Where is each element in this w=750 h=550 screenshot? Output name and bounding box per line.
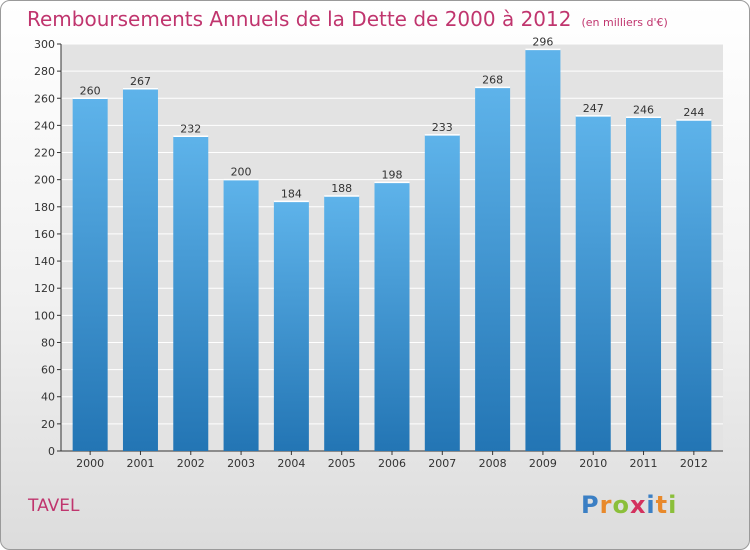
data-label: 267 (130, 75, 151, 88)
bar (72, 98, 108, 452)
data-label: 268 (482, 73, 503, 86)
y-tick-label: 0 (48, 445, 55, 458)
x-tick-label: 2001 (126, 457, 154, 470)
x-tick-label: 2008 (479, 457, 507, 470)
x-tick-label: 2010 (579, 457, 607, 470)
logo-letter: r (599, 491, 613, 519)
place-name: TAVEL (28, 496, 80, 516)
y-tick-label: 260 (34, 92, 55, 105)
bar (374, 182, 410, 451)
logo-letter: P (581, 491, 600, 519)
x-tick-label: 2007 (428, 457, 456, 470)
data-label: 296 (532, 35, 553, 48)
bar (676, 119, 712, 452)
y-tick-label: 40 (41, 391, 55, 404)
bar (424, 134, 460, 451)
data-label: 200 (231, 166, 252, 179)
logo-letter: t (655, 491, 669, 519)
data-label: 247 (583, 102, 604, 115)
y-tick-label: 180 (34, 201, 55, 214)
bar (324, 195, 360, 451)
bar (273, 201, 309, 451)
y-tick-label: 60 (41, 364, 55, 377)
data-label: 246 (633, 103, 654, 116)
x-tick-label: 2004 (277, 457, 305, 470)
proxiti-logo: Proxiti (581, 491, 677, 519)
x-tick-label: 2009 (529, 457, 557, 470)
x-tick-label: 2011 (630, 457, 658, 470)
x-tick-label: 2002 (177, 457, 205, 470)
y-tick-label: 100 (34, 309, 55, 322)
unit-label: (en milliers d'€) (581, 16, 668, 29)
y-tick-label: 20 (41, 418, 55, 431)
logo-letter: o (612, 491, 630, 519)
data-label: 198 (382, 168, 403, 181)
y-tick-label: 220 (34, 147, 55, 160)
y-tick-label: 80 (41, 336, 55, 349)
x-tick-label: 2003 (227, 457, 255, 470)
chart-title: Remboursements Annuels de la Dette de 20… (27, 7, 572, 31)
y-tick-label: 200 (34, 174, 55, 187)
x-tick-label: 2006 (378, 457, 406, 470)
chart-title-block: Remboursements Annuels de la Dette de 20… (27, 7, 668, 31)
data-label: 184 (281, 187, 302, 200)
data-label: 244 (683, 106, 704, 119)
data-label: 188 (331, 182, 352, 195)
y-tick-label: 300 (34, 38, 55, 51)
bar (626, 117, 662, 451)
bar (122, 88, 158, 452)
bar (223, 179, 259, 451)
logo-letter: i (668, 491, 678, 519)
x-tick-label: 2000 (76, 457, 104, 470)
y-tick-label: 120 (34, 282, 55, 295)
y-tick-label: 160 (34, 228, 55, 241)
y-tick-label: 240 (34, 119, 55, 132)
x-tick-label: 2005 (328, 457, 356, 470)
bar (475, 87, 511, 451)
logo-letter: x (629, 491, 647, 519)
bar (173, 136, 209, 451)
data-label: 233 (432, 121, 453, 134)
x-tick-label: 2012 (680, 457, 708, 470)
bar (575, 115, 611, 452)
bar (525, 49, 561, 451)
logo-letter: i (646, 491, 656, 519)
y-tick-label: 140 (34, 255, 55, 268)
data-label: 260 (80, 84, 101, 97)
y-tick-label: 280 (34, 65, 55, 78)
data-label: 232 (180, 122, 201, 135)
